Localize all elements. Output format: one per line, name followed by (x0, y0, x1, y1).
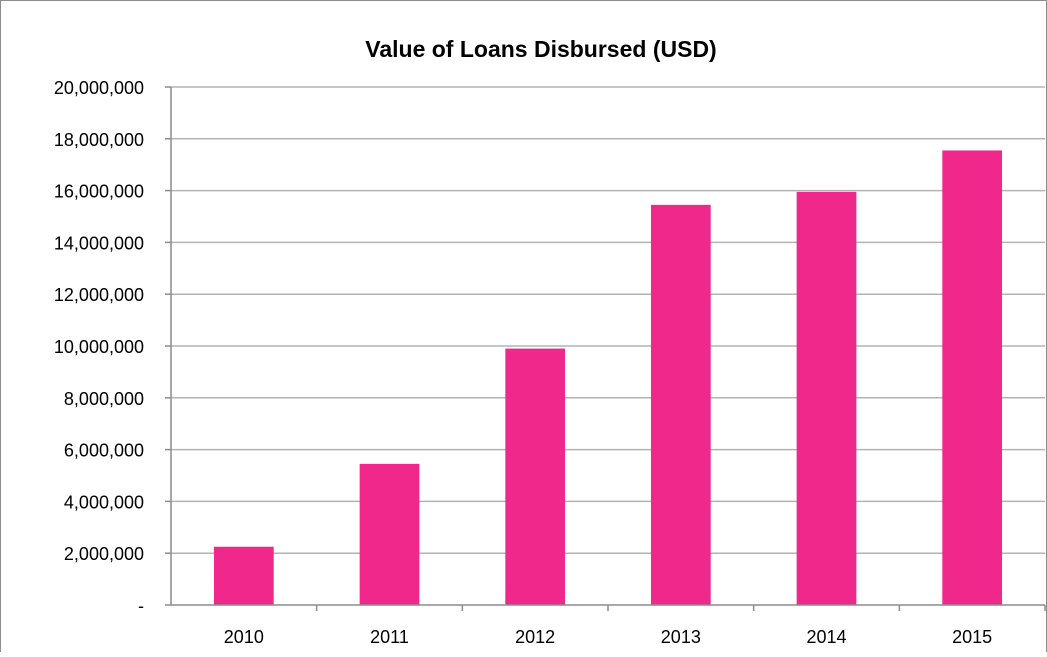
y-tick-label: 10,000,000 (54, 337, 144, 357)
x-tick-label: 2013 (661, 627, 701, 647)
x-tick-label: 2011 (370, 627, 409, 647)
bars (213, 150, 1003, 605)
y-tick-label: 16,000,000 (54, 182, 144, 202)
y-tick-label: 18,000,000 (54, 130, 144, 150)
x-tick-label: 2015 (952, 627, 992, 647)
y-tick-label: - (138, 596, 144, 616)
gridlines (171, 86, 1045, 554)
x-tick-label: 2014 (806, 627, 846, 647)
y-tick-label: 20,000,000 (54, 78, 144, 98)
axes (165, 86, 1046, 611)
chart-title: Value of Loans Disbursed (USD) (365, 36, 716, 62)
x-tick-label: 2010 (224, 627, 264, 647)
bar-2013 (650, 204, 711, 605)
y-tick-label: 12,000,000 (54, 285, 144, 305)
bar-2014 (796, 191, 857, 605)
bar-2011 (359, 463, 420, 605)
y-tick-labels: - 2,000,000 4,000,000 6,000,000 8,000,000 10,… (54, 78, 144, 616)
x-tick-label: 2012 (515, 627, 555, 647)
y-tick-label: 4,000,000 (64, 492, 144, 512)
y-tick-label: 8,000,000 (64, 389, 144, 409)
x-tick-labels: 2010 2011 2012 2013 2014 2015 (224, 627, 992, 647)
bar-2010 (213, 546, 274, 605)
bar-2015 (942, 150, 1003, 605)
y-tick-label: 14,000,000 (54, 233, 144, 253)
y-tick-label: 6,000,000 (64, 441, 144, 461)
y-tick-label: 2,000,000 (64, 544, 144, 564)
bar-2012 (505, 348, 566, 605)
